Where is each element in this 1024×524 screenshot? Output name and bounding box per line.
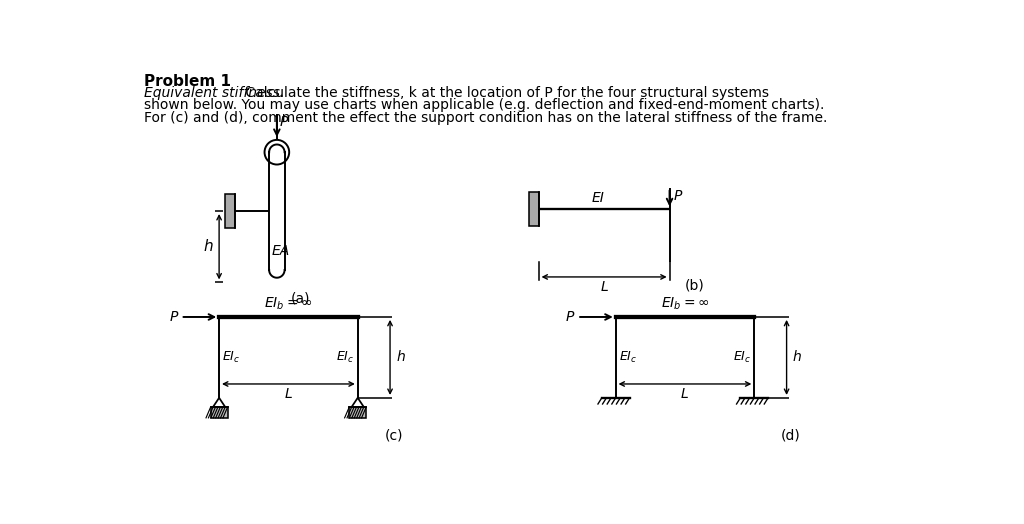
Text: shown below. You may use charts when applicable (e.g. deflection and fixed-end-m: shown below. You may use charts when app… [144, 99, 824, 112]
Text: Equivalent stiffness.: Equivalent stiffness. [144, 86, 285, 100]
Text: $EI_c$: $EI_c$ [733, 350, 752, 365]
Text: Problem 1: Problem 1 [144, 74, 231, 89]
Text: P: P [565, 310, 574, 324]
Text: For (c) and (d), comment the effect the support condition has on the lateral sti: For (c) and (d), comment the effect the … [144, 111, 827, 125]
Bar [349, 407, 367, 418]
Text: $EI_c$: $EI_c$ [618, 350, 637, 365]
Bar [211, 407, 227, 418]
Text: P: P [674, 189, 682, 203]
Text: h: h [204, 239, 213, 254]
Bar [529, 192, 539, 226]
Text: h: h [396, 351, 404, 364]
Text: P: P [169, 310, 177, 324]
Text: (a): (a) [291, 291, 310, 305]
Text: (d): (d) [781, 429, 801, 443]
Text: (b): (b) [685, 278, 705, 292]
Text: (c): (c) [385, 429, 403, 443]
Text: L: L [600, 280, 608, 294]
Text: h: h [793, 351, 802, 364]
Text: $EI_b = \infty$: $EI_b = \infty$ [264, 296, 312, 312]
Text: L: L [285, 387, 292, 401]
Text: $EI_c$: $EI_c$ [336, 350, 354, 365]
Text: EI: EI [592, 191, 604, 205]
Text: EA: EA [271, 244, 290, 258]
Text: $EI_c$: $EI_c$ [222, 350, 241, 365]
Text: L: L [681, 387, 689, 401]
Bar [225, 194, 234, 228]
Text: $EI_b = \infty$: $EI_b = \infty$ [660, 296, 710, 312]
Text: Calculate the stiffness, k at the location of P for the four structural systems: Calculate the stiffness, k at the locati… [242, 86, 769, 100]
Text: P: P [280, 115, 289, 129]
